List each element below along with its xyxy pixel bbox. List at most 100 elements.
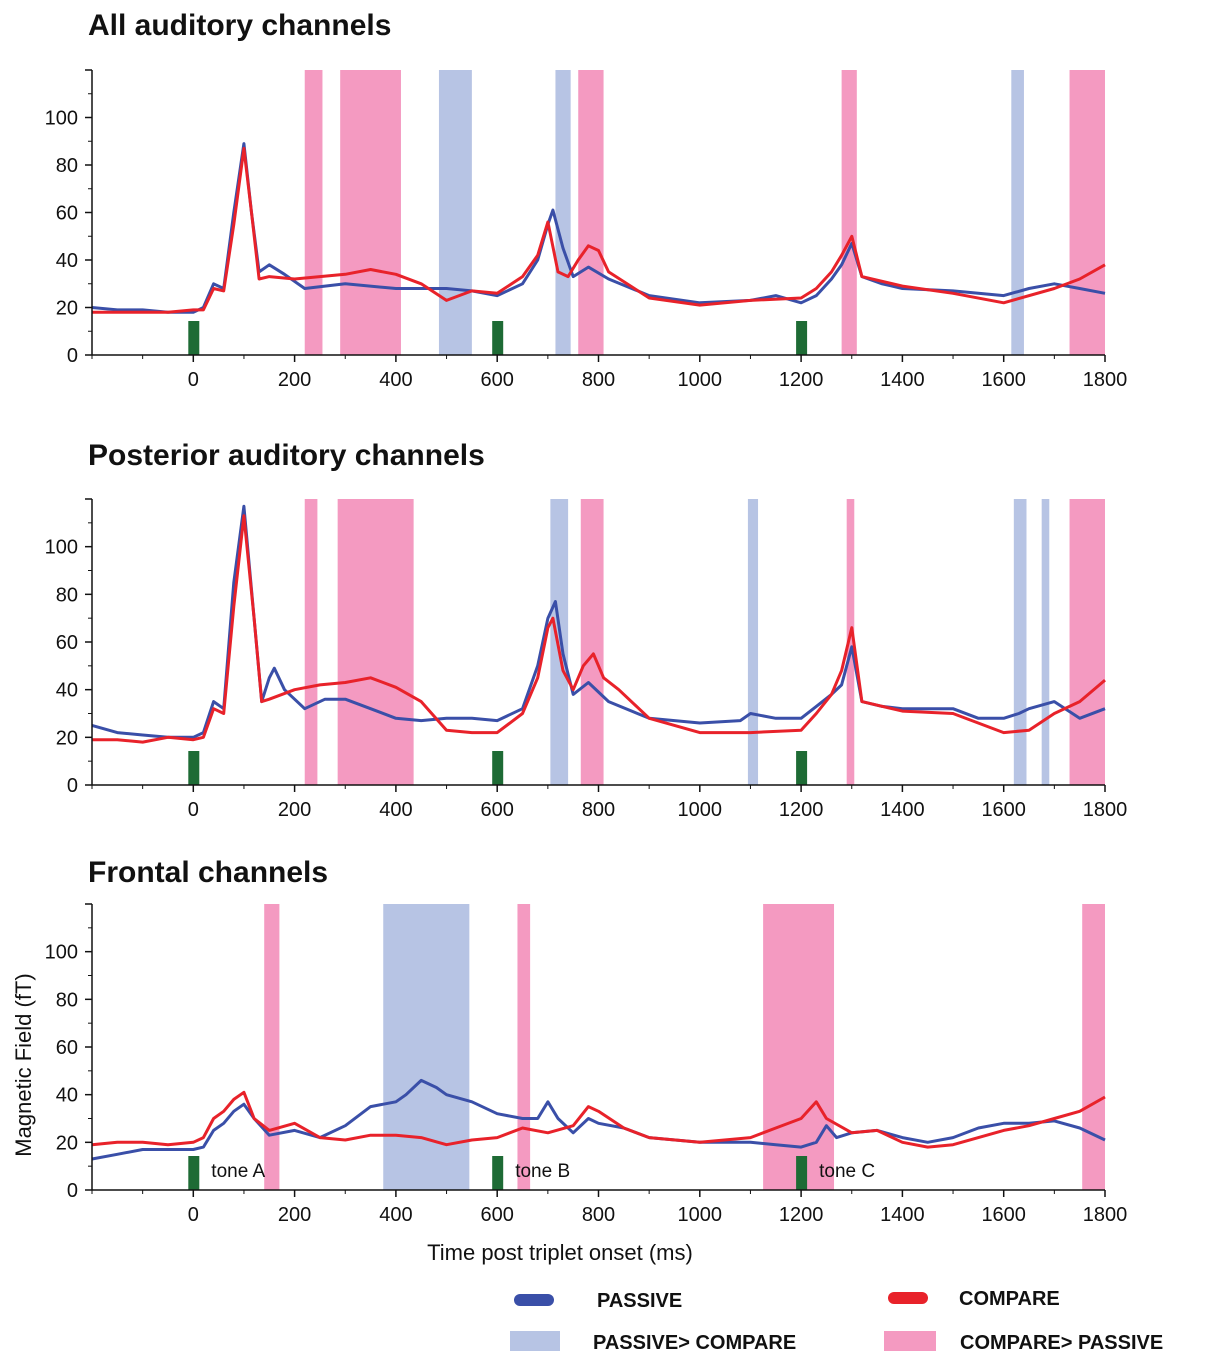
- y-tick-label: 60: [56, 632, 78, 654]
- legend-compare-label: COMPARE: [959, 1288, 1060, 1310]
- x-tick-label: 1800: [1083, 369, 1128, 391]
- band-passive-gt-compare: [438, 70, 472, 355]
- panel-title: All auditory channels: [88, 9, 391, 42]
- tone-marker: [796, 321, 808, 355]
- band-compare-gt-passive: [841, 70, 857, 355]
- band-passive-gt-compare: [1041, 499, 1050, 785]
- y-axis-label: Magnetic Field (fT): [11, 973, 36, 1156]
- y-tick-label: 100: [45, 537, 78, 559]
- band-compare-gt-passive: [846, 499, 855, 785]
- band-compare-gt-passive: [578, 70, 604, 355]
- band-passive-gt-compare: [1011, 70, 1024, 355]
- band-compare-gt-passive: [763, 904, 835, 1190]
- x-tick-label: 1000: [678, 1204, 723, 1226]
- x-tick-label: 400: [379, 369, 412, 391]
- tone-label: tone C: [819, 1161, 875, 1182]
- x-tick-label: 0: [188, 799, 199, 821]
- tone-marker: [188, 321, 200, 355]
- x-tick-label: 800: [582, 799, 615, 821]
- x-axis-label: Time post triplet onset (ms): [427, 1240, 693, 1265]
- band-compare-gt-passive: [517, 904, 531, 1190]
- band-passive-gt-compare: [555, 70, 571, 355]
- band-passive-gt-compare: [747, 499, 759, 785]
- y-tick-label: 40: [56, 250, 78, 272]
- band-compare-gt-passive: [1069, 499, 1105, 785]
- y-tick-label: 80: [56, 584, 78, 606]
- legend-passive-gt-compare-swatch: [510, 1331, 560, 1351]
- x-tick-label: 800: [582, 369, 615, 391]
- y-tick-label: 0: [67, 345, 78, 367]
- x-tick-label: 1400: [880, 799, 925, 821]
- y-tick-label: 100: [45, 942, 78, 964]
- x-tick-label: 1000: [678, 799, 723, 821]
- x-tick-label: 0: [188, 369, 199, 391]
- band-passive-gt-compare: [383, 904, 470, 1190]
- band-compare-gt-passive: [304, 499, 318, 785]
- y-tick-label: 40: [56, 1085, 78, 1107]
- x-tick-label: 200: [278, 799, 311, 821]
- tone-marker: [796, 1156, 808, 1190]
- x-tick-label: 1800: [1083, 799, 1128, 821]
- x-tick-label: 1800: [1083, 1204, 1128, 1226]
- y-tick-label: 60: [56, 203, 78, 225]
- y-tick-label: 0: [67, 1180, 78, 1202]
- x-tick-label: 1400: [880, 369, 925, 391]
- y-tick-label: 20: [56, 1132, 78, 1154]
- x-tick-label: 400: [379, 799, 412, 821]
- series-line-compare: [92, 146, 1106, 314]
- x-tick-label: 1600: [981, 1204, 1026, 1226]
- band-passive-gt-compare: [1013, 499, 1027, 785]
- y-tick-label: 20: [56, 298, 78, 320]
- y-tick-label: 80: [56, 155, 78, 177]
- panel-title: Posterior auditory channels: [88, 439, 485, 472]
- tone-marker: [492, 751, 504, 785]
- x-tick-label: 800: [582, 1204, 615, 1226]
- tone-label: tone B: [515, 1161, 570, 1182]
- panel-title: Frontal channels: [88, 856, 328, 889]
- band-compare-gt-passive: [337, 499, 414, 785]
- tone-label: tone A: [211, 1161, 265, 1182]
- band-compare-gt-passive: [580, 499, 604, 785]
- series-line-compare: [91, 1090, 1106, 1149]
- x-tick-label: 200: [278, 1204, 311, 1226]
- legend-passive-gt-compare-label: PASSIVE> COMPARE: [593, 1332, 796, 1354]
- x-tick-label: 1200: [779, 799, 824, 821]
- band-passive-gt-compare: [550, 499, 569, 785]
- x-tick-label: 400: [379, 1204, 412, 1226]
- x-tick-label: 1200: [779, 1204, 824, 1226]
- y-tick-label: 60: [56, 1037, 78, 1059]
- x-tick-label: 1400: [880, 1204, 925, 1226]
- series-line-compare: [92, 514, 1106, 744]
- tone-marker: [796, 751, 808, 785]
- band-compare-gt-passive: [1082, 904, 1105, 1190]
- legend-compare-gt-passive-swatch: [884, 1331, 936, 1351]
- y-tick-label: 40: [56, 680, 78, 702]
- x-tick-label: 600: [481, 1204, 514, 1226]
- x-tick-label: 1600: [981, 369, 1026, 391]
- legend-passive-label: PASSIVE: [597, 1290, 682, 1312]
- band-compare-gt-passive: [340, 70, 401, 355]
- tone-marker: [492, 321, 504, 355]
- band-compare-gt-passive: [264, 904, 280, 1190]
- y-tick-label: 80: [56, 989, 78, 1011]
- x-tick-label: 1000: [678, 369, 723, 391]
- x-tick-label: 600: [481, 369, 514, 391]
- legend-compare-gt-passive-label: COMPARE> PASSIVE: [960, 1332, 1163, 1354]
- y-tick-label: 0: [67, 775, 78, 797]
- x-tick-label: 200: [278, 369, 311, 391]
- tone-marker: [188, 751, 200, 785]
- x-tick-label: 600: [481, 799, 514, 821]
- x-tick-label: 1200: [779, 369, 824, 391]
- y-tick-label: 20: [56, 727, 78, 749]
- legend: PASSIVE COMPARE PASSIVE> COMPARE COMPARE…: [510, 1288, 1163, 1354]
- y-tick-label: 100: [45, 108, 78, 130]
- tone-marker: [188, 1156, 200, 1190]
- band-compare-gt-passive: [1069, 70, 1105, 355]
- x-tick-label: 0: [188, 1204, 199, 1226]
- x-tick-label: 1600: [981, 799, 1026, 821]
